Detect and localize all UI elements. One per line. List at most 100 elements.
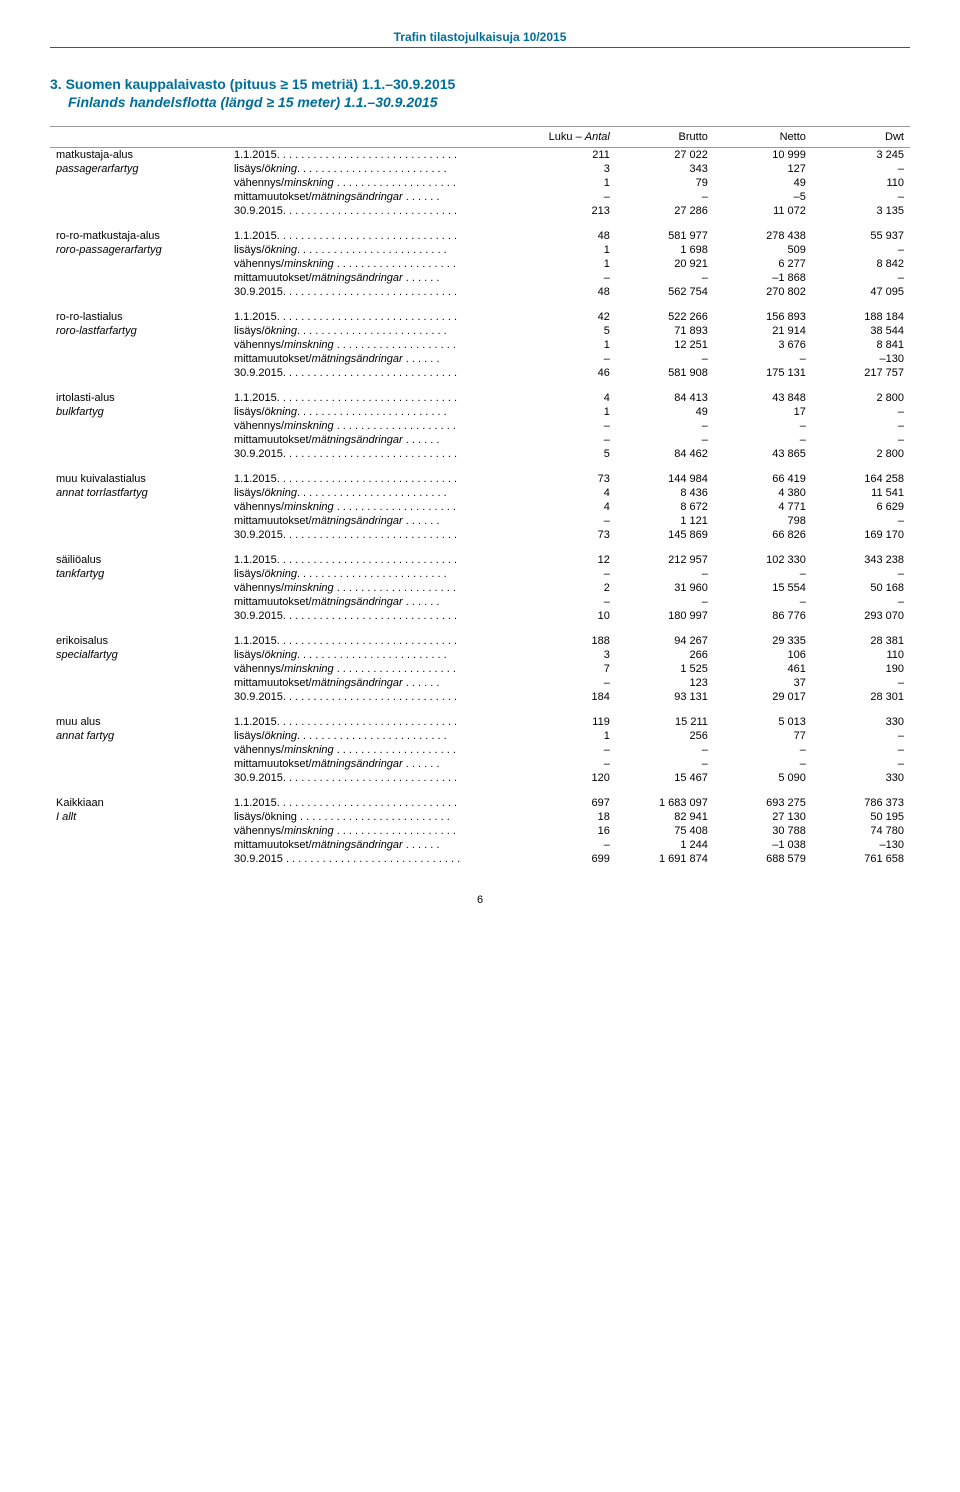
row-label: vähennys/minskning . . . . . . . . . . .… [228, 419, 518, 433]
value-cell: – [518, 838, 616, 852]
table-row: vähennys/minskning . . . . . . . . . . .… [50, 824, 910, 838]
value-cell: 120 [518, 771, 616, 785]
table-row: 30.9.2015. . . . . . . . . . . . . . . .… [50, 366, 910, 380]
row-label: 1.1.2015. . . . . . . . . . . . . . . . … [228, 310, 518, 324]
table-row: 30.9.2015. . . . . . . . . . . . . . . .… [50, 609, 910, 623]
category-label [50, 595, 228, 609]
row-label: mittamuutokset/mätningsändringar . . . .… [228, 838, 518, 852]
value-cell: 12 251 [616, 338, 714, 352]
row-label: 30.9.2015. . . . . . . . . . . . . . . .… [228, 771, 518, 785]
value-cell: 581 977 [616, 229, 714, 243]
value-cell: 47 095 [812, 285, 910, 299]
value-cell: 175 131 [714, 366, 812, 380]
value-cell: 48 [518, 285, 616, 299]
value-cell: –130 [812, 352, 910, 366]
category-label [50, 852, 228, 866]
category-label [50, 838, 228, 852]
category-label: muu alus [50, 715, 228, 729]
row-label: lisäys/ökning. . . . . . . . . . . . . .… [228, 486, 518, 500]
category-label: I allt [50, 810, 228, 824]
value-cell: 127 [714, 162, 812, 176]
value-cell: 6 629 [812, 500, 910, 514]
table-row: vähennys/minskning . . . . . . . . . . .… [50, 743, 910, 757]
value-cell: 180 997 [616, 609, 714, 623]
category-label [50, 338, 228, 352]
th-blank [50, 127, 228, 148]
value-cell: 164 258 [812, 472, 910, 486]
value-cell: 212 957 [616, 553, 714, 567]
value-cell: 75 408 [616, 824, 714, 838]
value-cell: 6 277 [714, 257, 812, 271]
table-row: irtolasti-alus1.1.2015. . . . . . . . . … [50, 391, 910, 405]
value-cell: 93 131 [616, 690, 714, 704]
value-cell: 461 [714, 662, 812, 676]
value-cell: 50 195 [812, 810, 910, 824]
value-cell: 8 841 [812, 338, 910, 352]
value-cell: – [616, 419, 714, 433]
value-cell: – [812, 162, 910, 176]
value-cell: 1 691 874 [616, 852, 714, 866]
value-cell: 1 698 [616, 243, 714, 257]
value-cell: –5 [714, 190, 812, 204]
value-cell: 94 267 [616, 634, 714, 648]
row-label: 30.9.2015. . . . . . . . . . . . . . . .… [228, 447, 518, 461]
value-cell: 693 275 [714, 796, 812, 810]
value-cell: – [812, 514, 910, 528]
value-cell: 188 184 [812, 310, 910, 324]
category-label [50, 285, 228, 299]
value-cell: – [616, 271, 714, 285]
category-label: bulkfartyg [50, 405, 228, 419]
table-row: vähennys/minskning . . . . . . . . . . .… [50, 419, 910, 433]
th-dwt: Dwt [812, 127, 910, 148]
value-cell: 84 462 [616, 447, 714, 461]
value-cell: 15 211 [616, 715, 714, 729]
table-row: 30.9.2015. . . . . . . . . . . . . . . .… [50, 690, 910, 704]
row-label: 1.1.2015. . . . . . . . . . . . . . . . … [228, 148, 518, 163]
table-row: säiliöalus1.1.2015. . . . . . . . . . . … [50, 553, 910, 567]
value-cell: 190 [812, 662, 910, 676]
value-cell: – [616, 757, 714, 771]
category-label: erikoisalus [50, 634, 228, 648]
value-cell: 42 [518, 310, 616, 324]
row-label: lisäys/ökning. . . . . . . . . . . . . .… [228, 324, 518, 338]
category-label [50, 447, 228, 461]
value-cell: –1 868 [714, 271, 812, 285]
row-label: vähennys/minskning . . . . . . . . . . .… [228, 662, 518, 676]
value-cell: –1 038 [714, 838, 812, 852]
value-cell: 697 [518, 796, 616, 810]
row-label: lisäys/ökning. . . . . . . . . . . . . .… [228, 405, 518, 419]
section-title: 3. Suomen kauppalaivasto (pituus ≥ 15 me… [50, 76, 910, 92]
table-row: vähennys/minskning . . . . . . . . . . .… [50, 662, 910, 676]
value-cell: 31 960 [616, 581, 714, 595]
th-blank [228, 127, 518, 148]
value-cell: – [812, 676, 910, 690]
value-cell: 786 373 [812, 796, 910, 810]
value-cell: 4 [518, 486, 616, 500]
row-label: mittamuutokset/mätningsändringar . . . .… [228, 190, 518, 204]
table-row: mittamuutokset/mätningsändringar . . . .… [50, 757, 910, 771]
value-cell: 1 [518, 405, 616, 419]
value-cell: – [518, 595, 616, 609]
row-label: vähennys/minskning . . . . . . . . . . .… [228, 176, 518, 190]
table-row: mittamuutokset/mätningsändringar . . . .… [50, 433, 910, 447]
value-cell: 10 999 [714, 148, 812, 163]
category-label [50, 366, 228, 380]
value-cell: – [616, 743, 714, 757]
value-cell: 55 937 [812, 229, 910, 243]
value-cell: – [812, 419, 910, 433]
value-cell: – [714, 757, 812, 771]
category-label [50, 352, 228, 366]
value-cell: 27 286 [616, 204, 714, 218]
row-label: mittamuutokset/mätningsändringar . . . .… [228, 271, 518, 285]
value-cell: 1 525 [616, 662, 714, 676]
value-cell: – [812, 271, 910, 285]
value-cell: – [518, 743, 616, 757]
row-label: mittamuutokset/mätningsändringar . . . .… [228, 676, 518, 690]
value-cell: 110 [812, 648, 910, 662]
table-row: vähennys/minskning . . . . . . . . . . .… [50, 176, 910, 190]
row-label: vähennys/minskning . . . . . . . . . . .… [228, 257, 518, 271]
table-row: I alltlisäys/ökning . . . . . . . . . . … [50, 810, 910, 824]
category-label [50, 771, 228, 785]
section-subtitle: Finlands handelsflotta (längd ≥ 15 meter… [50, 94, 910, 110]
row-label: mittamuutokset/mätningsändringar . . . .… [228, 352, 518, 366]
